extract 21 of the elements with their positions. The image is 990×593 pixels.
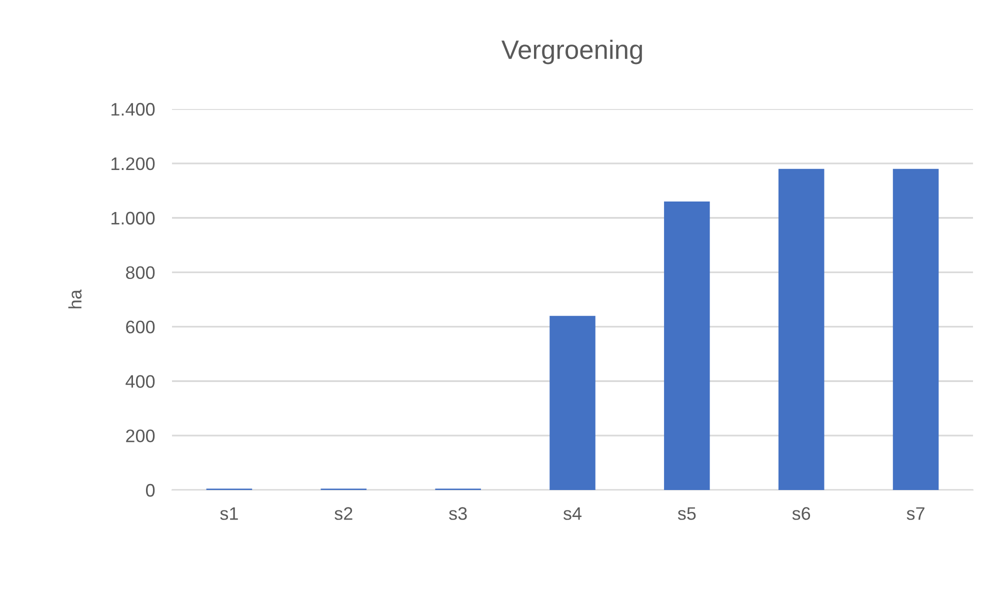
bar bbox=[892, 168, 939, 490]
x-tick-label: s7 bbox=[906, 507, 924, 520]
y-tick-label: 1.200 bbox=[112, 157, 155, 170]
y-tick-label: 400 bbox=[126, 375, 155, 388]
y-tick-label: 200 bbox=[126, 430, 155, 442]
x-tick-label: s2 bbox=[334, 507, 352, 520]
y-tick-label: 600 bbox=[126, 320, 155, 334]
y-tick-label: 1.400 bbox=[112, 102, 155, 116]
x-tick-label: s6 bbox=[792, 507, 810, 520]
y-tick-label: 800 bbox=[126, 266, 155, 280]
x-tick-label: s5 bbox=[678, 507, 696, 520]
bar bbox=[778, 168, 824, 490]
bar bbox=[664, 202, 710, 490]
y-tick-label: 0 bbox=[146, 484, 155, 497]
bar bbox=[550, 316, 596, 490]
y-axis-title: ha bbox=[68, 289, 82, 308]
y-tick-label: 1.000 bbox=[112, 212, 155, 225]
x-tick-label: s4 bbox=[563, 507, 582, 520]
x-tick-label: s1 bbox=[220, 507, 238, 520]
chart-title: Vergroening bbox=[501, 40, 642, 64]
x-tick-label: s3 bbox=[449, 507, 467, 520]
